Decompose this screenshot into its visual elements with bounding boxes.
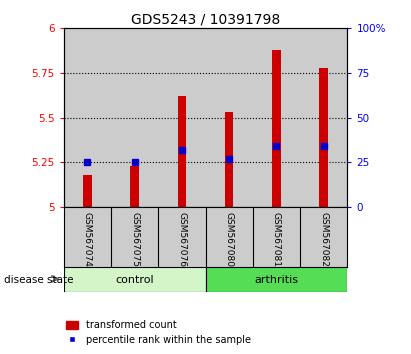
Legend: transformed count, percentile rank within the sample: transformed count, percentile rank withi… (62, 316, 255, 349)
Bar (64, 28, 111, 207)
Text: GSM567082: GSM567082 (319, 212, 328, 267)
Bar (225, 112, 233, 207)
Bar (206, 28, 253, 207)
Text: GSM567081: GSM567081 (272, 212, 281, 267)
Text: arthritis: arthritis (254, 275, 298, 285)
Bar (206, 267, 347, 292)
Text: control: control (115, 275, 154, 285)
Bar (130, 166, 139, 207)
Bar (272, 50, 281, 207)
Text: GSM567074: GSM567074 (83, 212, 92, 267)
Bar (83, 175, 92, 207)
Bar (300, 28, 347, 207)
Bar (319, 68, 328, 207)
Text: GDS5243 / 10391798: GDS5243 / 10391798 (131, 12, 280, 27)
Text: GSM567080: GSM567080 (225, 212, 233, 267)
Bar (178, 96, 186, 207)
Bar (158, 28, 206, 207)
Bar (64, 267, 206, 292)
Text: GSM567075: GSM567075 (130, 212, 139, 267)
Text: GSM567076: GSM567076 (178, 212, 186, 267)
Bar (253, 28, 300, 207)
Bar (111, 28, 158, 207)
Text: disease state: disease state (4, 275, 74, 285)
